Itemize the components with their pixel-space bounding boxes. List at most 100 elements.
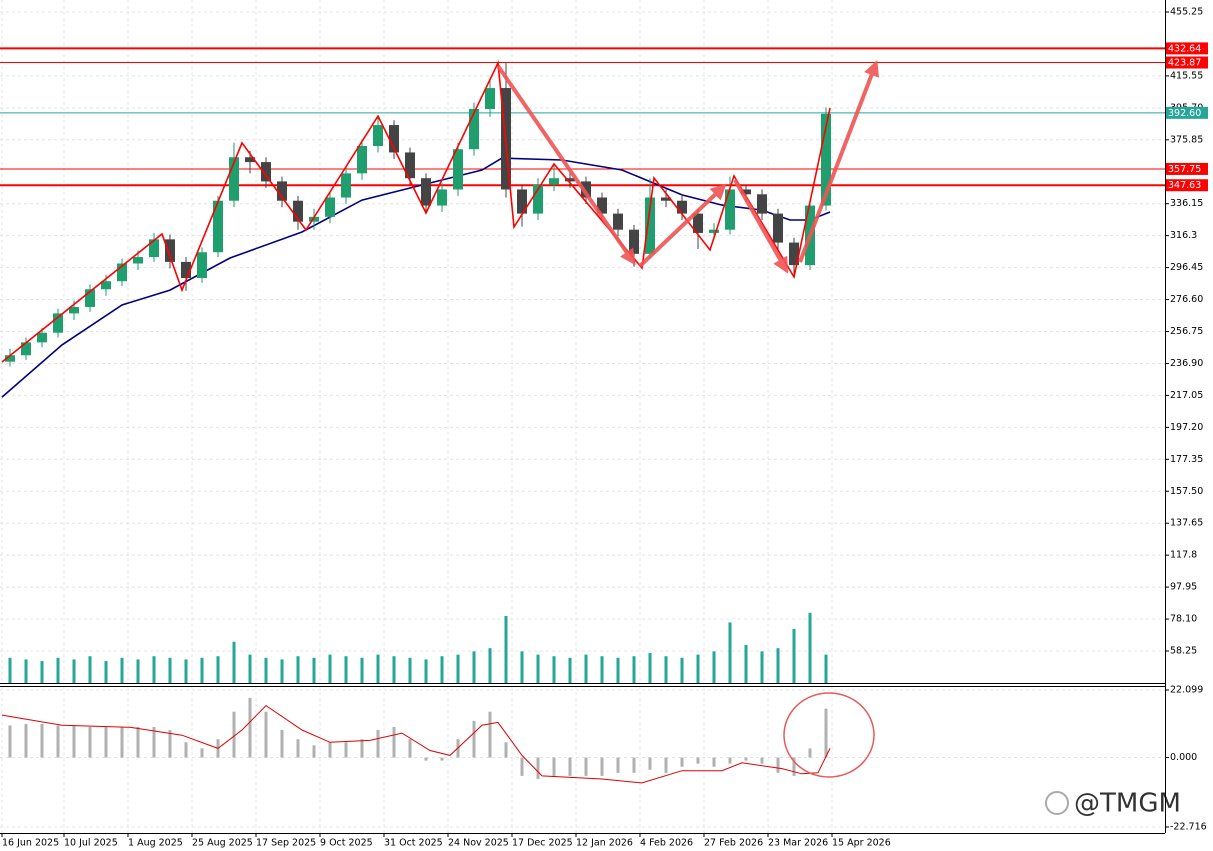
histogram-bar <box>40 723 44 758</box>
candle-body <box>85 289 95 307</box>
volume-bar <box>136 659 140 683</box>
volume-bar <box>664 656 668 683</box>
histogram-bar <box>776 757 780 773</box>
volume-bar <box>680 657 684 683</box>
x-tick-label: 9 Oct 2025 <box>320 838 373 849</box>
volume-bar <box>312 657 316 683</box>
candle-body <box>597 197 607 214</box>
level-label: 357.75 <box>1168 164 1201 175</box>
candle-body <box>213 200 223 253</box>
volume-bar <box>568 657 572 683</box>
watermark-logo <box>1045 791 1069 815</box>
y-tick-label: 157.50 <box>1170 486 1203 497</box>
histogram-bar <box>120 726 124 758</box>
volume-bar <box>472 651 476 683</box>
histogram-bar <box>584 757 588 776</box>
volume-bar <box>424 659 428 683</box>
y-tick-label: 22.099 <box>1170 685 1203 696</box>
histogram-bar <box>552 757 556 776</box>
volume-bar <box>8 657 12 683</box>
histogram-bar <box>152 726 156 758</box>
volume-bar <box>456 654 460 683</box>
candle-body <box>5 355 15 362</box>
candle-body <box>101 281 111 290</box>
volume-bar <box>328 654 332 683</box>
volume-bar <box>648 653 652 683</box>
histogram-bar <box>504 742 508 758</box>
histogram-bar <box>616 757 620 773</box>
histogram-bar <box>232 711 236 758</box>
candle-body <box>661 197 671 201</box>
volume-bar <box>824 654 828 683</box>
y-tick-label: 78.10 <box>1170 614 1197 625</box>
histogram-bar <box>648 757 652 770</box>
volume-bar <box>552 656 556 683</box>
histogram-bar <box>280 730 284 758</box>
histogram-bar <box>296 739 300 758</box>
volume-bar <box>200 657 204 683</box>
volume-bar <box>744 644 748 683</box>
candle-body <box>821 113 831 206</box>
histogram-bar <box>792 757 796 776</box>
volume-bar <box>488 648 492 683</box>
candle-body <box>117 263 127 282</box>
volume-bar <box>344 656 348 683</box>
histogram-bar <box>600 757 604 776</box>
x-tick-label: 17 Dec 2025 <box>512 838 573 849</box>
candle-body <box>693 213 703 233</box>
y-tick-label: 97.95 <box>1170 582 1197 593</box>
candle-body <box>197 252 207 278</box>
histogram-bar <box>88 726 92 758</box>
candle-body <box>149 239 159 258</box>
volume-bar <box>792 628 796 683</box>
histogram-bar <box>632 757 636 773</box>
level-label-box <box>1166 162 1208 175</box>
histogram-bar <box>568 757 572 776</box>
candle-body <box>789 242 799 266</box>
volume-bar <box>184 659 188 683</box>
candle-body <box>629 229 639 254</box>
x-tick-label: 16 Jun 2025 <box>2 838 59 849</box>
x-tick-label: 23 Mar 2026 <box>768 838 828 849</box>
histogram-bar <box>760 757 764 764</box>
level-label-box <box>1166 42 1208 55</box>
histogram-bar <box>376 730 380 758</box>
histogram-bar <box>392 726 396 758</box>
candle-body <box>293 200 303 222</box>
volume-bar <box>168 657 172 683</box>
candle-body <box>69 306 79 314</box>
histogram-bar <box>824 708 828 758</box>
arrow <box>733 179 789 274</box>
volume-bar <box>536 654 540 683</box>
candle-body <box>453 149 463 190</box>
histogram-bar <box>56 725 60 758</box>
watermark: @TMGM <box>1074 789 1181 819</box>
volume-bar <box>120 657 124 683</box>
y-tick-label: 177.35 <box>1170 454 1203 465</box>
plot-layer <box>0 0 1165 833</box>
histogram-bar <box>264 711 268 758</box>
y-tick-label: 415.55 <box>1170 70 1203 81</box>
candle-body <box>165 239 175 262</box>
volume-bar <box>760 651 764 683</box>
level-label-box <box>1166 179 1208 192</box>
candle-body <box>613 213 623 230</box>
candle-body <box>549 178 559 185</box>
candle-body <box>53 313 63 333</box>
candle-body <box>21 342 31 356</box>
candle-body <box>469 108 479 150</box>
level-label: 432.64 <box>1168 43 1201 54</box>
histogram-bar <box>72 725 76 758</box>
candle-body <box>677 200 687 214</box>
arrow <box>638 183 727 268</box>
volume-bar <box>376 654 380 683</box>
y-tick-label: 197.20 <box>1170 422 1203 433</box>
histogram-bar <box>136 726 140 758</box>
candle-body <box>261 162 271 182</box>
candle-body <box>709 229 719 233</box>
volume-bar <box>520 651 524 683</box>
volume-bar <box>392 656 396 683</box>
histogram-bar <box>520 757 524 776</box>
arrow <box>798 60 880 263</box>
